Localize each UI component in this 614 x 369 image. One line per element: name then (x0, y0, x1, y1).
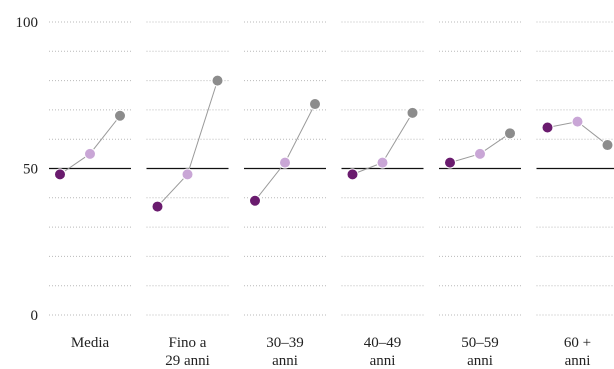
category-label: 60 + anni (564, 335, 591, 369)
point-layer (54, 74, 614, 213)
grid-layer (49, 21, 614, 316)
category-label-line: 29 anni (165, 353, 210, 369)
category-label: 40–49 anni (364, 335, 402, 369)
data-point (309, 98, 321, 111)
data-point (249, 194, 261, 207)
data-point (181, 168, 194, 181)
category-label-line: 60 + (564, 335, 591, 351)
category-label-line: Media (71, 335, 110, 351)
data-point (279, 156, 291, 169)
data-point (504, 127, 516, 140)
category-label: Media (71, 335, 110, 351)
data-point (376, 156, 389, 169)
data-point (444, 156, 456, 169)
category-label-line: anni (370, 353, 396, 369)
data-point (571, 115, 584, 128)
y-tick-label: 100 (16, 15, 39, 31)
y-tick-labels: 0 50 100 (16, 15, 39, 324)
data-point (84, 147, 96, 160)
data-point (211, 74, 224, 87)
category-label-line: anni (272, 353, 298, 369)
category-label-line: anni (565, 353, 591, 369)
connector-line (157, 80, 218, 207)
y-tick-label: 50 (23, 162, 38, 178)
data-point (114, 109, 126, 122)
data-point (54, 168, 66, 181)
category-label-line: anni (467, 353, 493, 369)
y-tick-label: 0 (31, 308, 39, 324)
data-point (541, 121, 554, 134)
category-label: Fino a 29 anni (165, 335, 210, 369)
data-point (346, 168, 359, 181)
data-point (406, 106, 419, 119)
data-point (151, 200, 164, 213)
data-point (601, 139, 614, 152)
category-label-line: Fino a (169, 335, 207, 351)
connector-layer (59, 80, 608, 207)
connector-line (59, 115, 121, 175)
category-label: 50–59 anni (461, 335, 499, 369)
category-label: 30–39 anni (266, 335, 304, 369)
category-label-line: 30–39 (266, 335, 304, 351)
category-label-line: 50–59 (461, 335, 499, 351)
connector-line (254, 103, 316, 202)
data-point (474, 147, 486, 160)
category-label-line: 40–49 (364, 335, 402, 351)
